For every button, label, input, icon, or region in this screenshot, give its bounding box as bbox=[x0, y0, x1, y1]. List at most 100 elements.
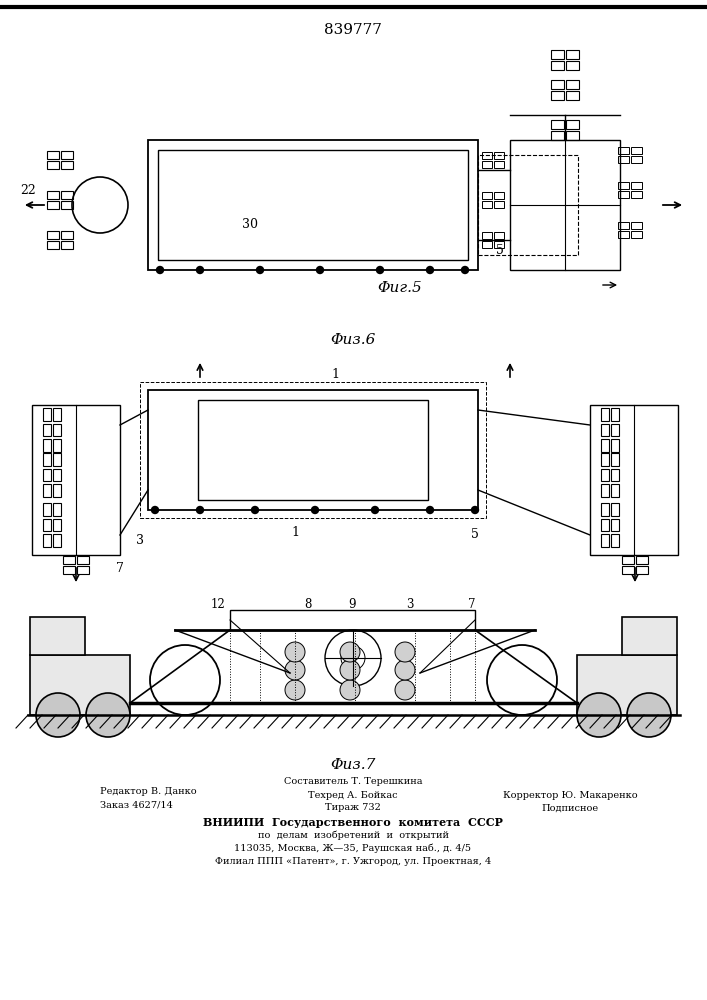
Bar bbox=[631, 191, 642, 198]
Bar bbox=[63, 566, 75, 574]
Bar bbox=[611, 519, 619, 531]
Bar bbox=[482, 152, 492, 159]
Bar bbox=[566, 120, 579, 129]
Bar bbox=[47, 241, 59, 249]
Circle shape bbox=[462, 266, 469, 273]
Text: Составитель Т. Терешкина: Составитель Т. Терешкина bbox=[284, 778, 422, 786]
Circle shape bbox=[340, 680, 360, 700]
Bar bbox=[622, 617, 677, 655]
Circle shape bbox=[252, 506, 259, 514]
Bar bbox=[601, 484, 609, 497]
Bar bbox=[43, 519, 51, 531]
Bar bbox=[622, 566, 634, 574]
Bar bbox=[47, 151, 59, 159]
Bar bbox=[47, 161, 59, 169]
Bar bbox=[631, 156, 642, 163]
Bar bbox=[618, 147, 629, 154]
Text: Φиг.5: Φиг.5 bbox=[378, 281, 422, 295]
Text: 839777: 839777 bbox=[324, 23, 382, 37]
Bar bbox=[62, 201, 73, 209]
Circle shape bbox=[340, 660, 360, 680]
Bar bbox=[43, 534, 51, 547]
Circle shape bbox=[86, 693, 130, 737]
Text: 1: 1 bbox=[291, 526, 299, 538]
Bar bbox=[494, 201, 504, 208]
Bar bbox=[601, 439, 609, 452]
Bar bbox=[631, 222, 642, 229]
Bar bbox=[482, 241, 492, 248]
Bar bbox=[140, 382, 486, 518]
Circle shape bbox=[285, 642, 305, 662]
Text: ВНИИПИ  Государственного  комитета  СССР: ВНИИПИ Государственного комитета СССР bbox=[203, 816, 503, 828]
Bar bbox=[622, 556, 634, 564]
Bar bbox=[148, 390, 478, 510]
Circle shape bbox=[395, 660, 415, 680]
Text: Редактор В. Данко: Редактор В. Данко bbox=[100, 788, 197, 796]
Bar bbox=[611, 424, 619, 436]
Bar bbox=[601, 519, 609, 531]
Text: 22: 22 bbox=[20, 184, 36, 196]
Bar bbox=[53, 503, 61, 516]
Bar bbox=[30, 617, 85, 655]
Bar bbox=[53, 469, 61, 481]
Bar bbox=[53, 484, 61, 497]
Bar bbox=[611, 469, 619, 481]
Circle shape bbox=[197, 266, 204, 273]
Bar bbox=[30, 655, 130, 715]
Bar bbox=[631, 182, 642, 189]
Circle shape bbox=[151, 506, 158, 514]
Bar bbox=[566, 61, 579, 70]
Text: Подписное: Подписное bbox=[542, 804, 599, 812]
Circle shape bbox=[577, 693, 621, 737]
Bar bbox=[43, 503, 51, 516]
Circle shape bbox=[317, 266, 324, 273]
Text: Φиз.6: Φиз.6 bbox=[330, 333, 375, 347]
Bar bbox=[32, 405, 120, 555]
Bar bbox=[631, 231, 642, 238]
Bar bbox=[494, 192, 504, 199]
Circle shape bbox=[285, 660, 305, 680]
Text: Корректор Ю. Макаренко: Корректор Ю. Макаренко bbox=[503, 790, 637, 800]
Bar bbox=[43, 484, 51, 497]
Bar bbox=[230, 610, 475, 630]
Bar bbox=[43, 469, 51, 481]
Bar bbox=[551, 91, 563, 100]
Bar bbox=[47, 231, 59, 239]
Circle shape bbox=[426, 506, 433, 514]
Bar bbox=[601, 424, 609, 436]
Bar bbox=[482, 192, 492, 199]
Bar bbox=[494, 161, 504, 168]
Bar bbox=[618, 191, 629, 198]
Bar bbox=[47, 201, 59, 209]
Bar bbox=[551, 50, 563, 59]
Bar bbox=[636, 566, 648, 574]
Bar bbox=[53, 424, 61, 436]
Circle shape bbox=[156, 266, 163, 273]
Bar bbox=[62, 241, 73, 249]
Text: Техред А. Бойкас: Техред А. Бойкас bbox=[308, 790, 398, 800]
Bar bbox=[43, 439, 51, 452]
Bar bbox=[611, 534, 619, 547]
Bar bbox=[62, 231, 73, 239]
Bar bbox=[566, 91, 579, 100]
Circle shape bbox=[472, 506, 479, 514]
Bar bbox=[148, 140, 478, 270]
Bar bbox=[53, 408, 61, 421]
Bar bbox=[43, 424, 51, 436]
Bar bbox=[577, 655, 677, 715]
Circle shape bbox=[395, 680, 415, 700]
Text: 113035, Москва, Ж—35, Раушская наб., д. 4/5: 113035, Москва, Ж—35, Раушская наб., д. … bbox=[235, 843, 472, 853]
Bar bbox=[158, 150, 468, 260]
Bar bbox=[62, 151, 73, 159]
Text: 12: 12 bbox=[211, 598, 226, 611]
Bar bbox=[601, 534, 609, 547]
Bar bbox=[618, 182, 629, 189]
Bar bbox=[77, 556, 89, 564]
Text: 9: 9 bbox=[349, 598, 356, 611]
Bar bbox=[482, 232, 492, 239]
Circle shape bbox=[377, 266, 383, 273]
Text: 7: 7 bbox=[116, 562, 124, 574]
Text: 3: 3 bbox=[407, 598, 414, 611]
Circle shape bbox=[340, 642, 360, 662]
Bar bbox=[53, 519, 61, 531]
